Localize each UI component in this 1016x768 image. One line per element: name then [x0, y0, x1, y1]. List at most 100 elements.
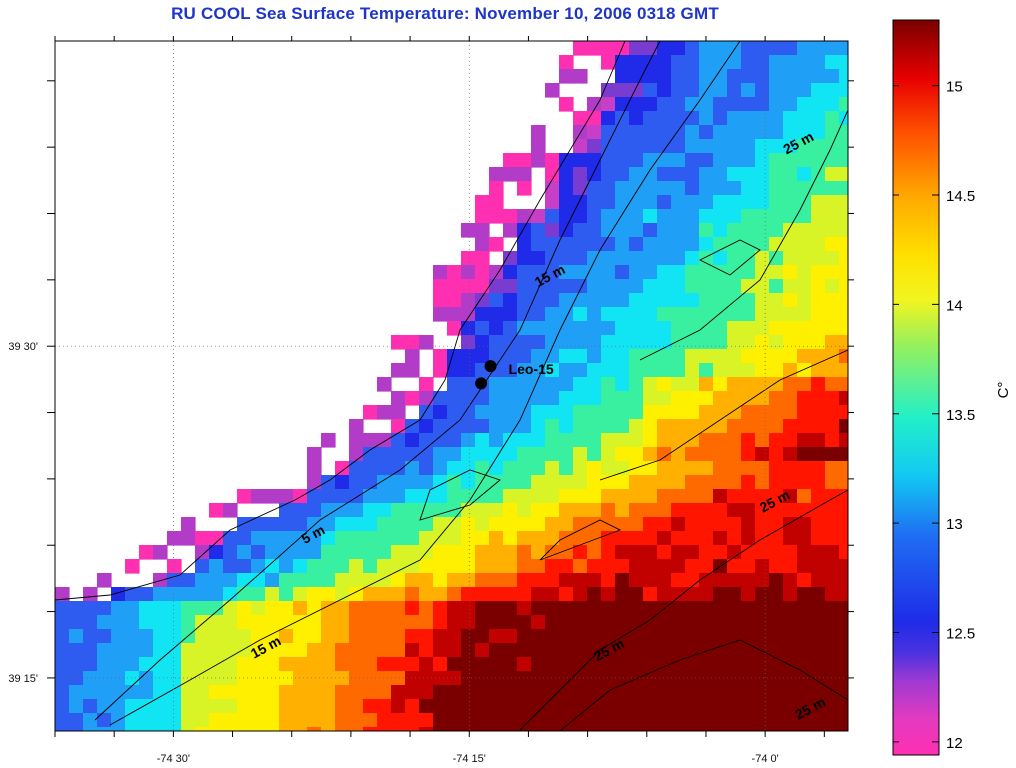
sst-cell	[769, 489, 784, 504]
sst-cell	[825, 209, 840, 224]
sst-cell	[783, 629, 798, 644]
sst-cell	[531, 545, 546, 560]
depth-contour	[109, 41, 741, 726]
sst-cell	[839, 195, 848, 210]
sst-cell	[769, 83, 784, 98]
sst-cell	[755, 55, 770, 70]
sst-cell	[251, 727, 266, 731]
sst-cell	[545, 671, 560, 686]
sst-cell	[825, 349, 840, 364]
sst-cell	[741, 475, 756, 490]
colorbar-tick-label: 14	[946, 297, 963, 314]
sst-cell	[811, 531, 826, 546]
sst-cell	[685, 391, 700, 406]
sst-cell	[727, 573, 742, 588]
sst-cell	[825, 671, 840, 686]
sst-cell	[671, 629, 686, 644]
sst-cell	[69, 685, 84, 700]
sst-cell	[405, 503, 420, 518]
sst-cell	[167, 587, 182, 602]
sst-cell	[671, 363, 686, 378]
sst-cell	[797, 223, 812, 238]
sst-cell	[587, 405, 602, 420]
sst-cell	[447, 503, 462, 518]
sst-cell	[531, 125, 546, 140]
sst-cell	[489, 195, 504, 210]
sst-cell	[727, 727, 742, 731]
sst-cell	[797, 419, 812, 434]
sst-cell	[629, 391, 644, 406]
sst-cell	[601, 503, 616, 518]
sst-cell	[573, 643, 588, 658]
sst-cell	[587, 503, 602, 518]
sst-cell	[573, 447, 588, 462]
sst-cell	[279, 699, 294, 714]
sst-cell	[769, 531, 784, 546]
sst-cell	[671, 69, 686, 84]
sst-cell	[517, 167, 532, 182]
sst-cell	[699, 55, 714, 70]
sst-cell	[615, 321, 630, 336]
sst-cell	[181, 713, 196, 728]
sst-cell	[671, 167, 686, 182]
sst-cell	[405, 545, 420, 560]
sst-cell	[741, 461, 756, 476]
sst-cell	[447, 377, 462, 392]
sst-cell	[685, 475, 700, 490]
sst-cell	[475, 307, 490, 322]
sst-cell	[629, 573, 644, 588]
sst-cell	[657, 41, 672, 56]
sst-cell	[69, 699, 84, 714]
sst-cell	[517, 279, 532, 294]
sst-cell	[629, 181, 644, 196]
sst-cell	[615, 545, 630, 560]
sst-cell	[811, 111, 826, 126]
sst-cell	[559, 69, 574, 84]
sst-cell	[307, 503, 322, 518]
sst-cell	[573, 167, 588, 182]
sst-cell	[797, 209, 812, 224]
sst-cell	[573, 321, 588, 336]
sst-cell	[377, 629, 392, 644]
sst-cell	[265, 671, 280, 686]
sst-cell	[335, 559, 350, 574]
sst-cell	[825, 55, 840, 70]
sst-cell	[587, 125, 602, 140]
sst-cell	[741, 503, 756, 518]
sst-cell	[643, 223, 658, 238]
sst-cell	[447, 279, 462, 294]
sst-cell	[461, 461, 476, 476]
sst-cell	[195, 727, 210, 731]
sst-cell	[559, 643, 574, 658]
sst-cell	[825, 41, 840, 56]
sst-cell	[811, 419, 826, 434]
sst-cell	[545, 153, 560, 168]
sst-cell	[699, 97, 714, 112]
depth-contour	[599, 349, 848, 481]
sst-cell	[713, 489, 728, 504]
sst-cell	[601, 181, 616, 196]
sst-cell	[83, 643, 98, 658]
x-tick-label: -74 30'	[157, 753, 190, 765]
sst-cell	[615, 727, 630, 731]
sst-cell	[615, 139, 630, 154]
sst-cell	[181, 657, 196, 672]
sst-cell	[811, 41, 826, 56]
sst-cell	[587, 657, 602, 672]
sst-cell	[545, 321, 560, 336]
sst-cell	[573, 209, 588, 224]
sst-cell	[587, 643, 602, 658]
sst-cell	[531, 391, 546, 406]
sst-cell	[461, 251, 476, 266]
sst-cell	[657, 223, 672, 238]
sst-cell	[587, 671, 602, 686]
sst-cell	[293, 517, 308, 532]
sst-cell	[265, 713, 280, 728]
sst-cell	[265, 657, 280, 672]
sst-cell	[713, 727, 728, 731]
sst-cell	[643, 335, 658, 350]
sst-cell	[153, 615, 168, 630]
sst-cell	[811, 251, 826, 266]
sst-cell	[657, 251, 672, 266]
sst-cell	[839, 153, 848, 168]
